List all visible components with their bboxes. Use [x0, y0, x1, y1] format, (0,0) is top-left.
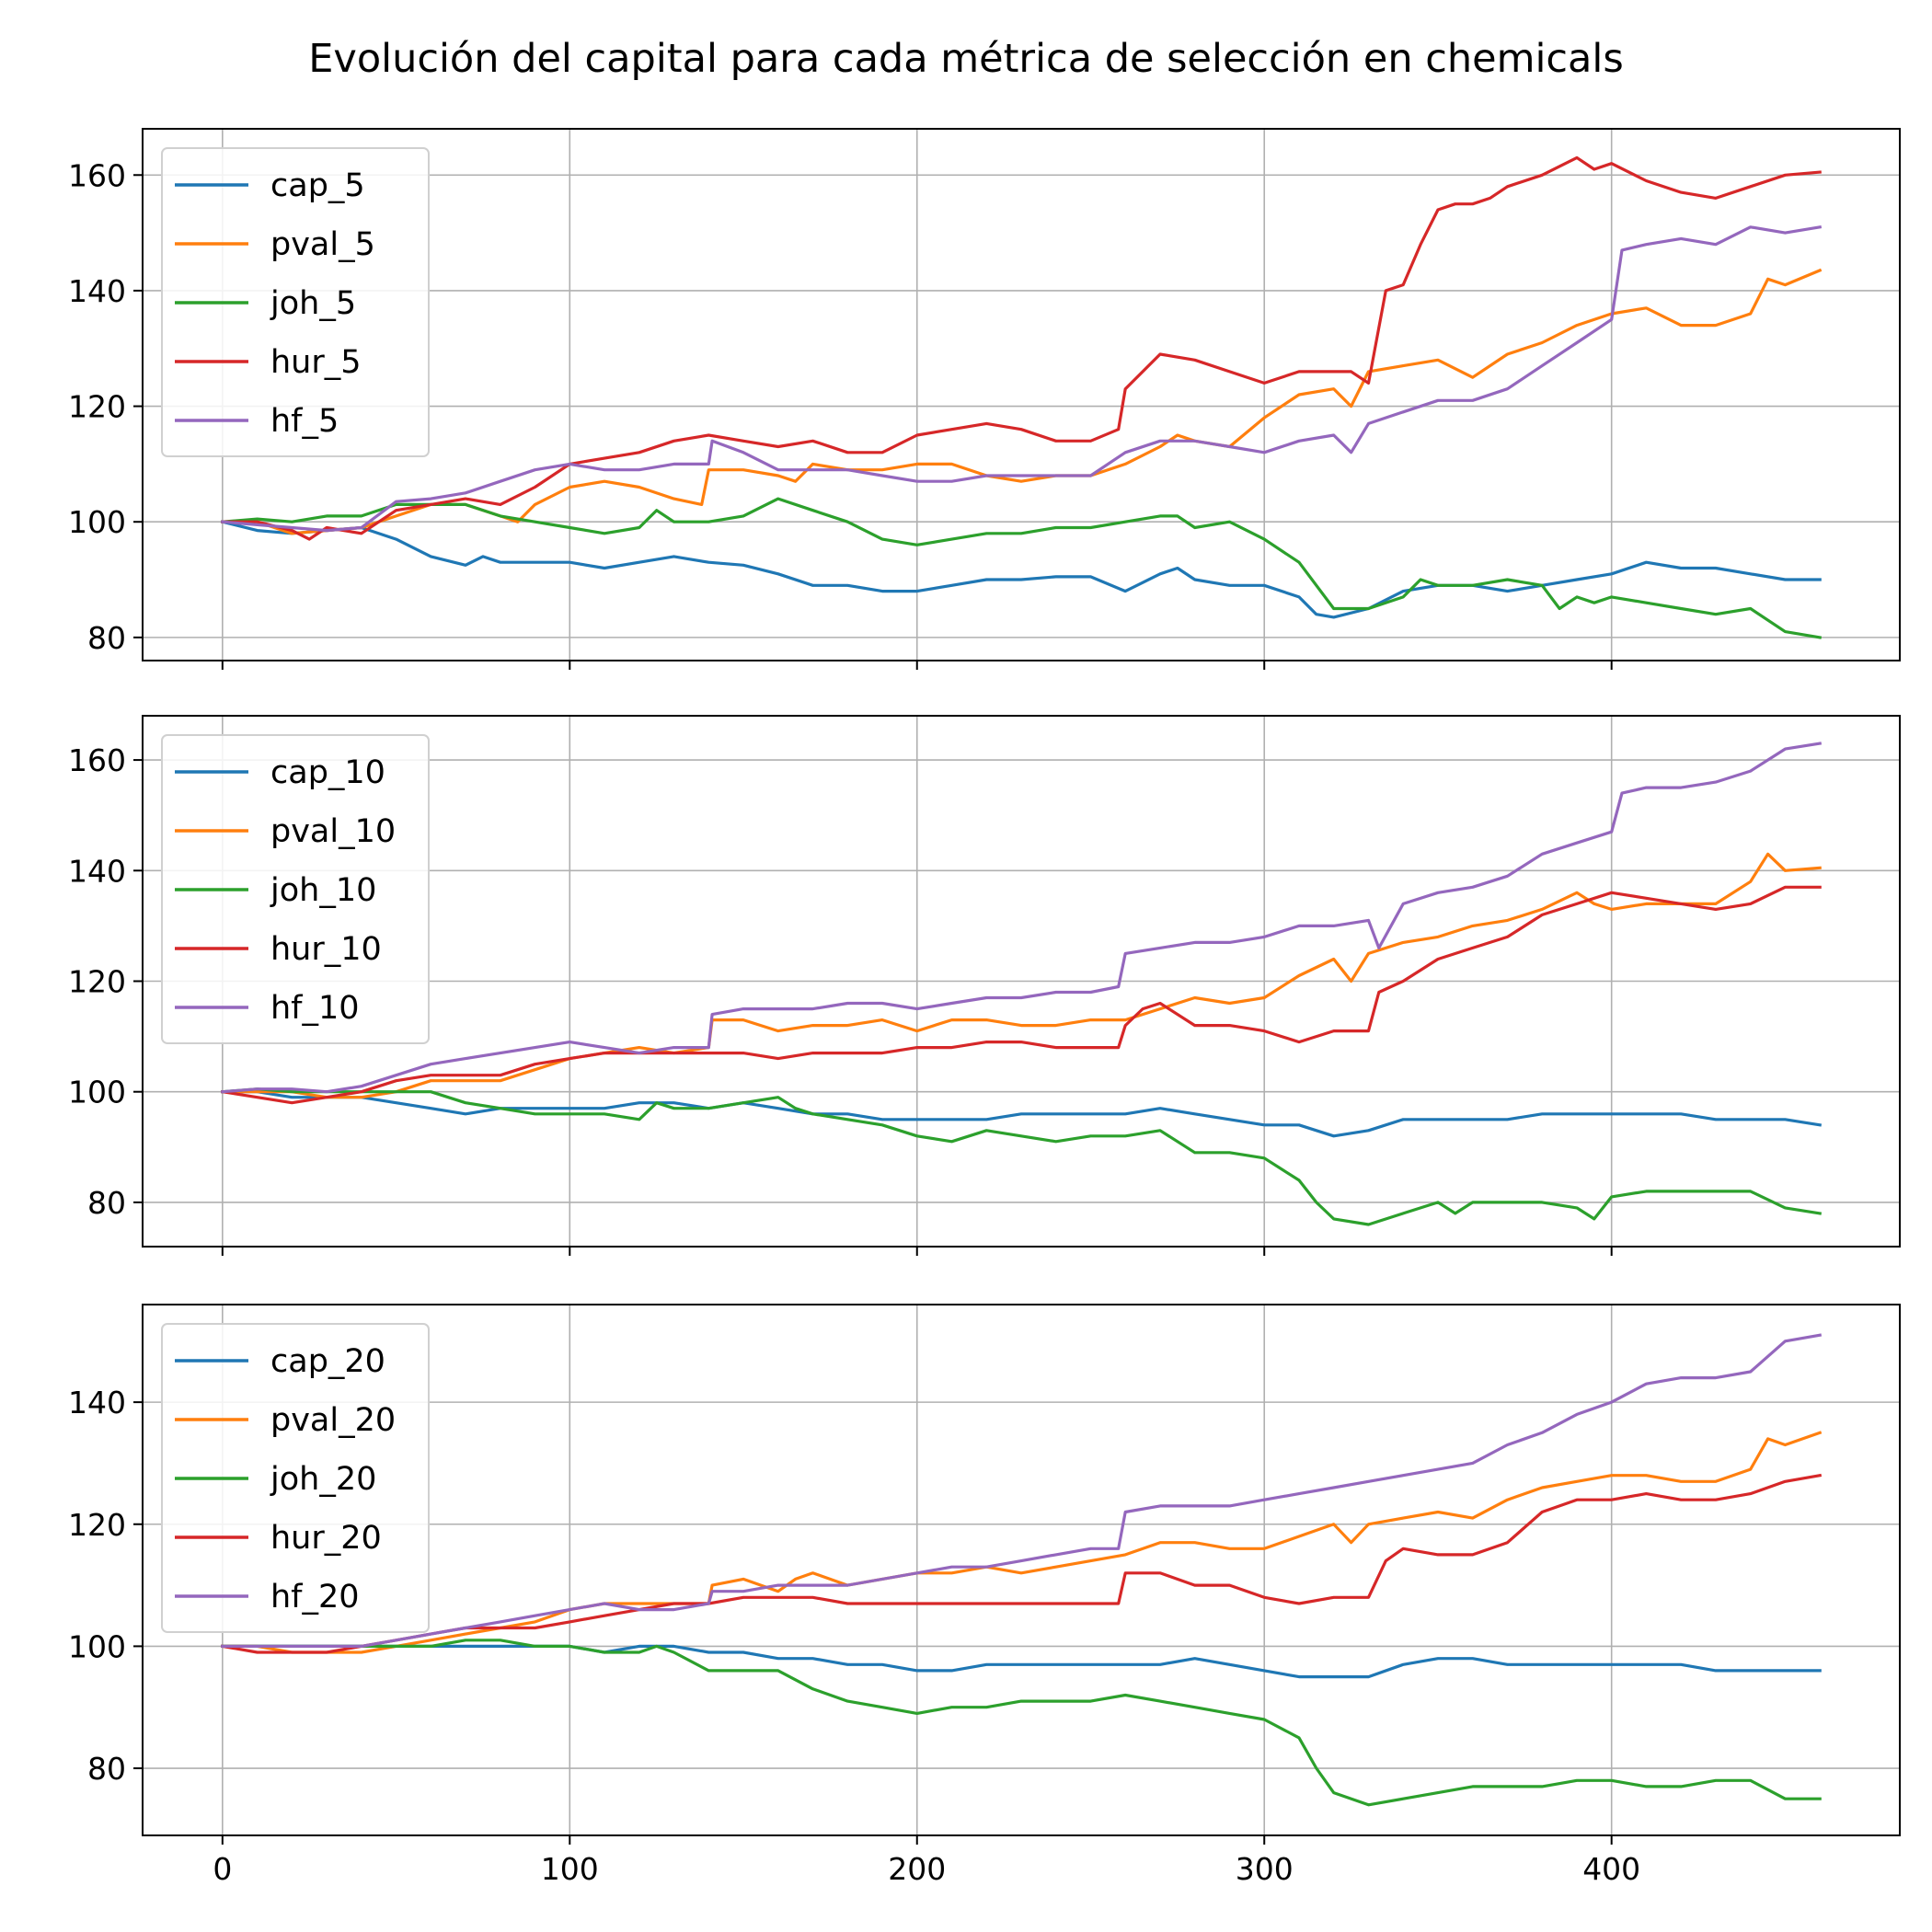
legend: cap_10 pval_10 joh_10 hur_10 hf_10 — [161, 734, 430, 1044]
panel-1: 80 100 120 140 160 cap_5 pval_5 joh_5 hur_5 hf_5 — [68, 128, 1901, 670]
series-line-hur_20 — [220, 1473, 1823, 1654]
series-group — [220, 742, 1823, 1226]
series-line-joh_5 — [221, 497, 1823, 639]
legend-label-hf_10: hf_10 — [270, 990, 360, 1027]
series-line-hf_5 — [221, 224, 1823, 533]
panel-2: 80 100 120 140 160 cap_10 pval_10 joh_10 hur_10h… — [68, 715, 1901, 1256]
legend-label-joh_10: joh_10 — [270, 872, 376, 909]
x-tick-label: 0 — [213, 1851, 232, 1887]
panel-3: 80 100 120 140 0 100 200 300 400 cap_20 pval_20joh… — [68, 1304, 1901, 1887]
y-tick-label: 100 — [68, 1628, 126, 1664]
legend-label-hur_20: hur_20 — [270, 1520, 382, 1557]
series-line-pval_10 — [221, 852, 1822, 1099]
legend-label-hf_5: hf_5 — [270, 403, 339, 440]
series-group — [220, 1333, 1823, 1807]
legend-label-hur_10: hur_10 — [270, 931, 382, 968]
axes-frame — [142, 128, 1901, 661]
legend-box — [161, 147, 430, 457]
y-tick-label: 140 — [68, 853, 126, 889]
legend-label-pval_10: pval_10 — [270, 813, 396, 850]
legend: cap_5 pval_5 joh_5 hur_5 hf_5 — [161, 147, 430, 457]
legend-label-pval_5: pval_5 — [270, 226, 375, 263]
grid — [143, 129, 1900, 661]
legend-label-joh_20: joh_20 — [270, 1461, 376, 1498]
legend: cap_20 pval_20 joh_20 hur_20 hf_20 — [161, 1323, 430, 1633]
chart-title: Evolución del capital para cada métrica … — [308, 36, 1624, 82]
legend-box — [161, 734, 430, 1044]
series-line-joh_20 — [221, 1639, 1822, 1807]
legend-label-joh_5: joh_5 — [270, 285, 356, 322]
y-tick-label: 100 — [68, 504, 126, 540]
y-tick-label: 140 — [68, 273, 126, 309]
y-tick-label: 160 — [68, 157, 126, 193]
y-tick-label: 80 — [87, 1751, 126, 1787]
series-line-hf_20 — [221, 1333, 1823, 1649]
x-tick-label: 400 — [1582, 1851, 1640, 1887]
y-tick-label: 120 — [68, 964, 126, 1000]
series-line-hf_10 — [221, 742, 1823, 1094]
y-tick-label: 120 — [68, 1507, 126, 1543]
y-tick-label: 160 — [68, 742, 126, 778]
legend-label-cap_20: cap_20 — [270, 1343, 385, 1380]
legend-label-hur_5: hur_5 — [270, 344, 362, 381]
x-tick-label: 200 — [888, 1851, 946, 1887]
y-tick-label: 80 — [87, 620, 126, 656]
legend-label-cap_5: cap_5 — [270, 167, 365, 204]
series-line-hur_10 — [220, 885, 1822, 1105]
legend-label-hf_20: hf_20 — [270, 1579, 360, 1616]
legend-label-cap_10: cap_10 — [270, 754, 385, 791]
axes-frame — [142, 1304, 1901, 1836]
series-line-pval_5 — [221, 268, 1823, 535]
series-group — [220, 155, 1823, 639]
y-tick-label: 140 — [68, 1385, 126, 1420]
legend-box — [161, 1323, 430, 1633]
legend-label-pval_20: pval_20 — [270, 1402, 396, 1439]
series-line-hur_5 — [221, 155, 1822, 541]
y-tick-label: 120 — [68, 389, 126, 425]
series-line-cap_5 — [220, 520, 1822, 619]
x-tick-label: 300 — [1236, 1851, 1294, 1887]
series-line-joh_10 — [221, 1087, 1823, 1226]
series-line-pval_20 — [221, 1431, 1823, 1654]
series-line-cap_10 — [221, 1090, 1823, 1138]
y-tick-label: 80 — [87, 1185, 126, 1221]
y-tick-label: 100 — [68, 1075, 126, 1110]
x-tick-label: 100 — [541, 1851, 599, 1887]
series-line-cap_20 — [221, 1644, 1822, 1679]
